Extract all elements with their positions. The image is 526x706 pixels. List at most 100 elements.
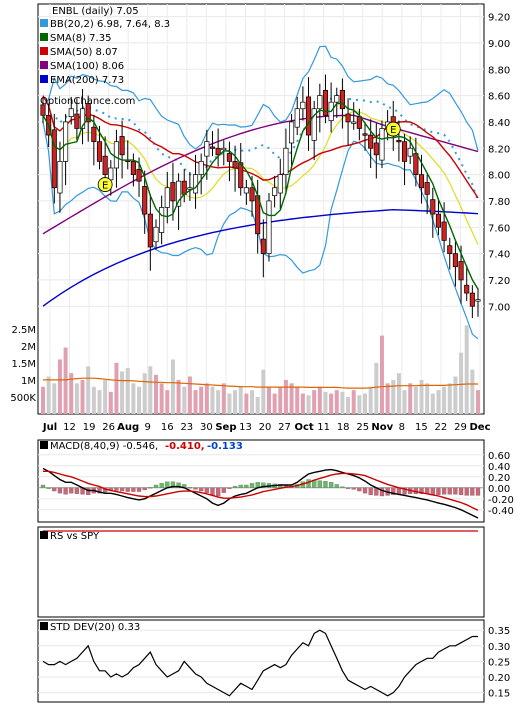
volume-bar xyxy=(363,393,368,414)
macd-histogram-bar xyxy=(114,487,119,491)
legend-swatch xyxy=(40,33,48,41)
candle-body xyxy=(204,141,210,157)
volume-bar xyxy=(108,391,113,414)
candle-body xyxy=(300,101,306,110)
macd-histogram-bar xyxy=(317,480,322,488)
x-tick-label: Aug xyxy=(117,422,139,433)
volume-bar xyxy=(306,395,311,414)
candle-body xyxy=(181,180,187,195)
macd-histogram-bar xyxy=(153,484,159,488)
volume-tick-label: 2M xyxy=(21,342,36,353)
candle-body xyxy=(192,174,199,194)
volume-bar xyxy=(170,359,175,414)
macd-histogram-bar xyxy=(391,487,396,496)
earnings-marker xyxy=(385,121,401,137)
sma100-line xyxy=(42,114,479,235)
volume-bar xyxy=(317,386,322,414)
x-tick-label: 15 xyxy=(415,422,428,433)
volume-bar xyxy=(41,386,45,414)
candle-body xyxy=(232,161,238,169)
signal-line xyxy=(43,470,479,511)
volume-bar xyxy=(114,362,119,414)
candle-body xyxy=(277,174,283,194)
candle-body xyxy=(345,113,351,123)
x-tick-label: 19 xyxy=(83,422,96,433)
earnings-marker-label: E xyxy=(102,181,108,192)
candle-body xyxy=(294,108,300,128)
macd-histogram-bar xyxy=(464,487,469,496)
x-tick-label: 18 xyxy=(337,422,350,433)
candle-body xyxy=(339,89,345,110)
x-tick-label: 29 xyxy=(454,422,467,433)
volume-bar xyxy=(63,347,68,414)
macd-histogram-bar xyxy=(453,487,458,495)
volume-bar xyxy=(295,386,300,414)
candle-body xyxy=(57,161,63,194)
svg-text:MACD(8,40,9) -0.546,: MACD(8,40,9) -0.546, xyxy=(50,441,158,452)
x-tick-label: 26 xyxy=(102,422,115,433)
volume-bar xyxy=(470,369,475,414)
x-axis: Jul 12 19 26 Aug 9 16 23 30 Sep 13 20 27 Oct 11 18 25 Nov… xyxy=(42,422,491,433)
macd-histogram-bar xyxy=(193,487,198,490)
macd-histogram-bar xyxy=(86,487,91,496)
std-dev-value: 0.33 xyxy=(118,622,140,633)
macd-histogram-bar xyxy=(244,484,249,488)
macd-histogram-bar xyxy=(221,487,226,493)
macd-histogram-bar xyxy=(447,487,452,495)
x-tick-label: Dec xyxy=(469,422,490,433)
macd-panel: 0.600.400.200.00-0.20-0.40 MACD(8,40,9) … xyxy=(37,439,514,523)
candle-body xyxy=(311,108,317,141)
candle-body xyxy=(362,133,368,136)
candle-body xyxy=(238,162,244,189)
legend-swatch xyxy=(40,61,48,69)
x-tick-label: 13 xyxy=(239,422,252,433)
volume-bar xyxy=(148,366,153,414)
volume-bar xyxy=(396,373,401,414)
volume-bar xyxy=(278,386,283,414)
volume-average-line xyxy=(43,377,478,389)
macd-histogram-bar xyxy=(340,486,345,488)
macd-histogram-bar xyxy=(52,487,57,492)
sma8-line xyxy=(42,102,479,290)
macd-histogram-bar xyxy=(176,482,181,488)
candle-body xyxy=(159,207,165,233)
legend: BB(20,2) 6.98, 7.64, 8.3 SMA(8) 7.35 SMA(5… xyxy=(40,19,170,86)
macd-histogram-bar xyxy=(131,487,136,492)
volume-bar xyxy=(436,390,441,414)
price-tick-label: 8.20 xyxy=(488,144,510,155)
svg-text:STD DEV(20) 0.33: STD DEV(20) 0.33 xyxy=(50,622,140,633)
volume-tick-label: 1.5M xyxy=(11,359,36,370)
macd-histogram-bar xyxy=(328,482,334,488)
price-tick-label: 7.00 xyxy=(488,302,510,313)
volume-bar xyxy=(419,379,424,414)
candle-body xyxy=(130,161,136,175)
bollinger-dotted-line xyxy=(43,94,479,202)
volume-bar xyxy=(447,383,452,414)
macd-histogram-bar xyxy=(402,487,407,495)
macd-histogram-bar xyxy=(345,487,351,489)
volume-bar xyxy=(187,376,192,414)
volume-bar xyxy=(137,386,142,414)
macd-tick-label: 0.20 xyxy=(488,473,510,484)
candle-body xyxy=(441,221,447,241)
candle-body xyxy=(413,153,419,175)
legend-swatch xyxy=(40,19,48,27)
candle-body xyxy=(260,238,266,254)
volume-bar xyxy=(272,393,277,414)
volume-bar xyxy=(425,383,430,414)
candle-body xyxy=(351,121,357,124)
candle-body xyxy=(226,153,232,162)
volume-bar xyxy=(46,376,51,414)
macd-value: -0.546, xyxy=(123,441,158,452)
candle-body xyxy=(187,187,193,190)
std-dev-title: STD DEV(20) xyxy=(50,622,115,633)
candle-body xyxy=(147,213,153,248)
macd-histogram-bar xyxy=(436,487,441,496)
x-tick-label: 20 xyxy=(259,422,272,433)
candle-body xyxy=(176,180,182,207)
candle-body xyxy=(74,113,80,129)
x-tick-label: Nov xyxy=(371,422,393,433)
x-tick-label: 23 xyxy=(180,422,193,433)
volume-bar xyxy=(86,366,91,414)
macd-histogram-bar xyxy=(334,484,339,488)
